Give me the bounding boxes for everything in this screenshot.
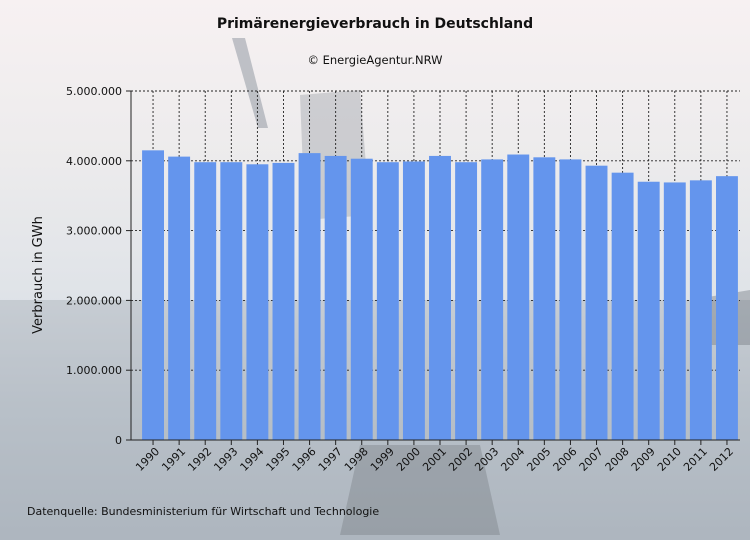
- y-tick-label: 0: [115, 434, 122, 447]
- bar-2010: [663, 182, 686, 441]
- bar-1994: [246, 164, 269, 441]
- bar-2003: [481, 159, 504, 441]
- x-tick-label: 2011: [681, 445, 710, 474]
- bar-2002: [455, 162, 478, 441]
- x-tick-label: 1995: [264, 445, 293, 474]
- y-tick-label: 4.000.000: [66, 155, 122, 168]
- x-tick-label: 2010: [655, 445, 684, 474]
- bar-2009: [637, 181, 660, 441]
- x-tick-label: 1993: [211, 445, 240, 474]
- bars: [142, 150, 738, 441]
- axes: [126, 90, 740, 445]
- y-tick-label: 5.000.000: [66, 85, 122, 98]
- bar-1996: [298, 153, 321, 440]
- x-tick-label: 2002: [446, 445, 475, 474]
- y-tick-label: 2.000.000: [66, 294, 122, 307]
- bar-2012: [716, 176, 738, 440]
- bar-1992: [194, 162, 217, 441]
- x-tick-label: 2000: [394, 445, 423, 474]
- bar-2004: [507, 154, 530, 440]
- x-tick-label: 2005: [524, 445, 553, 474]
- y-tick-label: 3.000.000: [66, 225, 122, 238]
- data-source-note: Datenquelle: Bundesministerium für Wirts…: [27, 505, 380, 518]
- bar-1993: [220, 162, 243, 441]
- bar-1991: [168, 156, 191, 440]
- y-tick-label: 1.000.000: [66, 364, 122, 377]
- bar-2005: [533, 157, 556, 440]
- chart-title: Primärenergieverbrauch in Deutschland: [216, 16, 534, 32]
- bar-1990: [142, 150, 164, 440]
- x-tick-label: 1990: [133, 445, 162, 474]
- y-tick-labels: 0 1.000.000 2.000.000 3.000.000 4.000.000 5.0…: [66, 85, 122, 447]
- bar-2011: [689, 180, 712, 440]
- bar-2000: [402, 161, 425, 441]
- jacket-structure: [340, 445, 500, 535]
- x-tick-label: 1991: [159, 445, 188, 474]
- x-tick-label: 1996: [290, 445, 319, 474]
- x-tick-label: 2003: [472, 445, 501, 474]
- x-tick-label: 2009: [629, 445, 658, 474]
- chart-subtitle: © EnergieAgentur.NRW: [307, 53, 443, 67]
- x-tick-label: 2004: [498, 445, 527, 474]
- bar-1999: [376, 162, 399, 441]
- x-tick-label: 1992: [185, 445, 214, 474]
- bar-1998: [350, 158, 373, 440]
- crane-silhouette: [232, 38, 268, 128]
- bar-2008: [611, 172, 634, 440]
- bar-2001: [429, 155, 451, 440]
- x-tick-label: 1994: [238, 445, 267, 474]
- x-tick-label: 1999: [368, 445, 397, 474]
- bar-1995: [272, 162, 295, 441]
- bar-2007: [585, 165, 608, 440]
- x-tick-label: 1997: [316, 445, 345, 474]
- x-tick-label: 2006: [551, 445, 580, 474]
- x-tick-label: 2001: [420, 445, 449, 474]
- x-tick-label: 2008: [603, 445, 632, 474]
- bar-1997: [324, 155, 347, 440]
- x-tick-label: 2007: [577, 445, 606, 474]
- y-axis-label: Verbrauch in GWh: [31, 216, 46, 334]
- x-tick-label: 2012: [707, 445, 736, 474]
- x-tick-labels: 1990199119921993199419951996199719981999…: [133, 445, 736, 474]
- bar-2006: [559, 159, 582, 441]
- x-tick-label: 1998: [342, 445, 371, 474]
